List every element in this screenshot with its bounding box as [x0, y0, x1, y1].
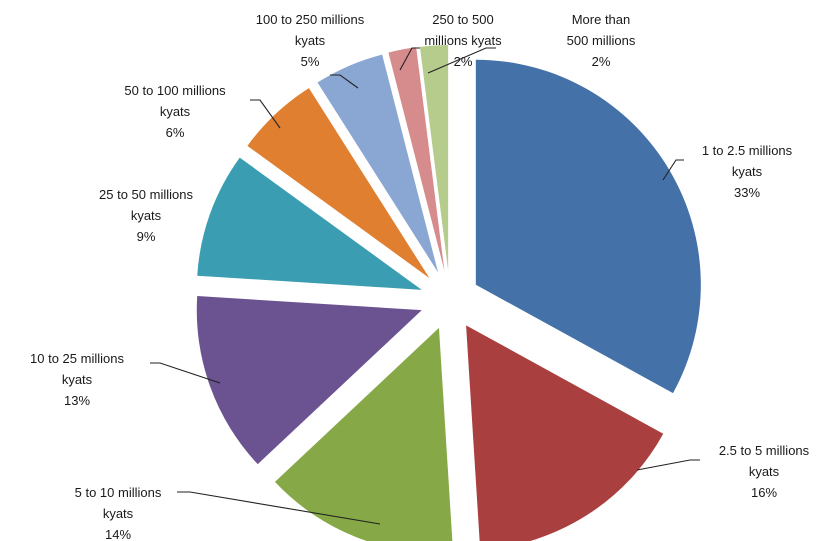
leader-line-3 — [177, 491, 381, 525]
slice-label-line: 5 to 10 millions — [75, 485, 162, 500]
slice-label-line: 250 to 500 — [432, 12, 493, 27]
slice-label-line: 16% — [751, 485, 777, 500]
slice-label-line: 2% — [592, 54, 611, 69]
slice-label-2: 2.5 to 5 millions kyats 16% — [719, 443, 810, 500]
slice-label-line: kyats — [749, 464, 780, 479]
slice-label-line: kyats — [732, 164, 763, 179]
slice-label-line: 14% — [105, 527, 131, 541]
slice-label-line: kyats — [103, 506, 134, 521]
slice-label-7: 100 to 250 millions kyats 5% — [256, 12, 365, 69]
slice-label-1: 1 to 2.5 millions kyats 33% — [702, 143, 793, 200]
leader-line-9 — [427, 47, 496, 74]
pie-slice-8 — [388, 47, 445, 271]
slice-label-line: 500 millions — [567, 33, 636, 48]
slice-label-8: 250 to 500 millions kyats 2% — [424, 12, 502, 69]
leader-line-4 — [150, 362, 221, 384]
slice-label-line: kyats — [160, 104, 191, 119]
pie-slice-6 — [247, 88, 430, 279]
pie-slice-5 — [197, 157, 422, 290]
slice-label-line: 50 to 100 millions — [124, 83, 226, 98]
slice-label-line: 33% — [734, 185, 760, 200]
slice-label-line: 13% — [64, 393, 90, 408]
pie-slice-9 — [419, 45, 449, 271]
pie-slice-7 — [317, 54, 439, 273]
leader-line-8 — [399, 47, 420, 71]
slice-label-line: 6% — [166, 125, 185, 140]
pie-slices — [196, 45, 701, 541]
slice-label-line: millions kyats — [424, 33, 502, 48]
leader-lines — [150, 47, 700, 525]
slice-label-3: 5 to 10 millions kyats 14% — [75, 485, 162, 541]
leader-line-1 — [662, 159, 684, 181]
slice-label-line: 2.5 to 5 millions — [719, 443, 810, 458]
leader-line-2 — [636, 459, 700, 471]
pie-slice-3 — [274, 327, 453, 541]
slice-label-line: 9% — [137, 229, 156, 244]
pie-slice-1 — [475, 59, 701, 394]
slice-label-9: More than 500 millions 2% — [567, 12, 636, 69]
slice-label-line: 100 to 250 millions — [256, 12, 365, 27]
slice-label-line: 1 to 2.5 millions — [702, 143, 793, 158]
leader-line-6 — [250, 99, 281, 129]
slice-label-line: 5% — [301, 54, 320, 69]
slice-label-line: 2% — [454, 54, 473, 69]
slice-label-5: 25 to 50 millions kyats 9% — [99, 187, 193, 244]
slice-labels: 1 to 2.5 millions kyats 33% 2.5 to 5 milli… — [30, 12, 810, 541]
leader-line-7 — [330, 74, 359, 89]
slice-label-6: 50 to 100 millions kyats 6% — [124, 83, 226, 140]
slice-label-line: kyats — [295, 33, 326, 48]
slice-label-4: 10 to 25 millions kyats 13% — [30, 351, 124, 408]
slice-label-line: kyats — [62, 372, 93, 387]
pie-slice-4 — [196, 296, 422, 465]
slice-label-line: 25 to 50 millions — [99, 187, 193, 202]
slice-label-line: kyats — [131, 208, 162, 223]
pie-slice-2 — [466, 325, 664, 541]
slice-label-line: 10 to 25 millions — [30, 351, 124, 366]
slice-label-line: More than — [572, 12, 631, 27]
